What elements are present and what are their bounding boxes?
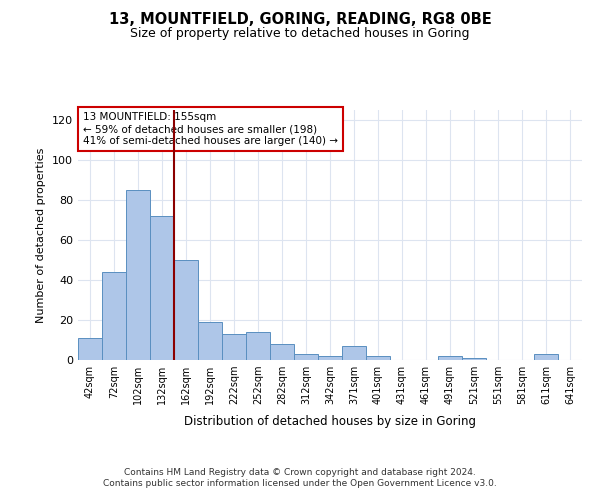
Bar [174,260,198,360]
Bar [438,356,462,360]
Text: Contains HM Land Registry data © Crown copyright and database right 2024.
Contai: Contains HM Land Registry data © Crown c… [103,468,497,487]
Bar [342,346,366,360]
Y-axis label: Number of detached properties: Number of detached properties [37,148,46,322]
X-axis label: Distribution of detached houses by size in Goring: Distribution of detached houses by size … [184,416,476,428]
Bar [198,322,222,360]
Text: Size of property relative to detached houses in Goring: Size of property relative to detached ho… [130,28,470,40]
Text: 13, MOUNTFIELD, GORING, READING, RG8 0BE: 13, MOUNTFIELD, GORING, READING, RG8 0BE [109,12,491,28]
Bar [150,216,174,360]
Bar [270,344,294,360]
Bar [318,356,342,360]
Bar [78,338,102,360]
Bar [246,332,270,360]
Bar [534,354,558,360]
Bar [366,356,390,360]
Bar [294,354,318,360]
Bar [126,190,150,360]
Bar [222,334,246,360]
Bar [102,272,126,360]
Bar [462,358,486,360]
Text: 13 MOUNTFIELD: 155sqm
← 59% of detached houses are smaller (198)
41% of semi-det: 13 MOUNTFIELD: 155sqm ← 59% of detached … [83,112,338,146]
